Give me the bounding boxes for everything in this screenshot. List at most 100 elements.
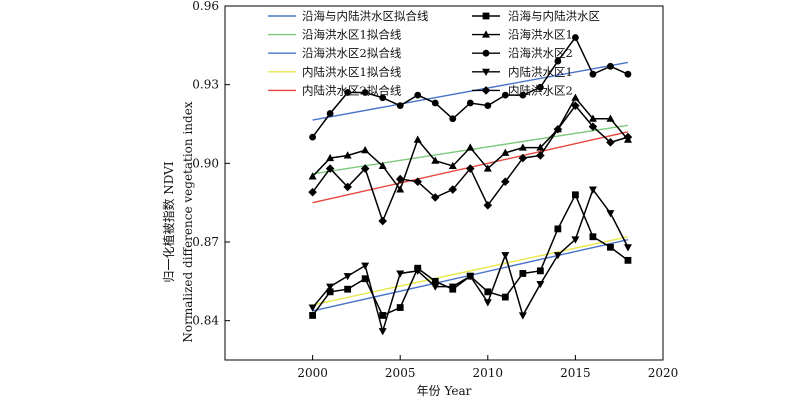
legend-series-label: 沿海洪水区2	[508, 46, 573, 60]
data-point	[624, 70, 632, 78]
data-point	[553, 124, 563, 134]
legend-series-marker	[482, 30, 490, 38]
data-point	[431, 99, 439, 107]
data-point	[571, 93, 580, 101]
data-point	[536, 143, 545, 151]
data-point	[396, 185, 405, 193]
data-point	[501, 148, 510, 156]
plot-area: 2000 2005 2010 2015 2020 0.84 0.87 0.90 0.93 0.96…	[192, 0, 678, 380]
series-line	[311, 104, 629, 224]
x-tick-label: 2005	[385, 366, 416, 380]
fit-line	[312, 236, 629, 306]
x-tick-label: 2010	[473, 366, 504, 380]
data-point	[501, 252, 510, 260]
data-point	[379, 94, 387, 102]
series-line	[311, 193, 629, 317]
data-point	[572, 34, 579, 41]
data-point	[396, 304, 404, 311]
data-point	[519, 270, 527, 277]
x-axis-label: 年份 Year	[417, 384, 472, 398]
x-tick-label: 2000	[297, 366, 328, 380]
data-point	[483, 200, 493, 210]
data-point	[607, 62, 614, 70]
data-point	[361, 262, 370, 270]
data-point	[378, 216, 387, 226]
legend-series-label: 沿海洪水区1	[508, 28, 573, 42]
data-point	[308, 172, 317, 180]
data-point	[536, 280, 545, 289]
data-point	[326, 288, 334, 296]
data-point	[623, 244, 632, 252]
data-point	[396, 102, 404, 110]
data-point	[395, 174, 405, 184]
data-point	[519, 91, 527, 99]
y-tick-label: 0.90	[192, 156, 219, 170]
data-point	[326, 153, 335, 162]
data-point	[343, 151, 352, 159]
data-point	[466, 143, 475, 151]
y-axis-label-cn: 归一化植被指数 NDVI	[161, 161, 176, 282]
data-point	[308, 187, 317, 197]
legend-fit-label: 沿海与内陆洪水区拟合线	[302, 9, 429, 23]
data-point	[607, 243, 614, 251]
y-tick-label: 0.87	[192, 235, 219, 249]
data-point	[623, 132, 633, 142]
data-point	[588, 122, 598, 131]
data-point	[484, 102, 492, 110]
x-tick-label: 2015	[560, 366, 591, 380]
y-axis-label-en: Normalized difference vegetation index	[181, 101, 195, 342]
data-point	[624, 256, 632, 264]
data-point	[344, 89, 352, 96]
y-tick-label: 0.96	[192, 0, 219, 13]
plot-frame	[224, 5, 664, 361]
data-point	[449, 115, 457, 123]
data-point	[413, 135, 422, 143]
data-point	[553, 252, 562, 260]
data-point	[431, 277, 439, 285]
data-point	[326, 283, 335, 291]
data-point	[360, 164, 370, 173]
data-point	[571, 236, 580, 244]
data-point	[572, 191, 579, 199]
data-point	[448, 283, 457, 291]
data-point	[308, 304, 317, 312]
data-point	[589, 70, 597, 78]
data-point	[606, 210, 615, 218]
data-point	[501, 293, 509, 301]
x-tick-label: 2020	[648, 366, 679, 380]
data-point	[343, 182, 352, 192]
data-point	[361, 146, 370, 154]
data-point	[554, 57, 562, 65]
data-point	[518, 143, 527, 151]
legend-series-label: 沿海与内陆洪水区	[508, 9, 600, 23]
legend-series-marker	[482, 49, 490, 57]
data-point	[430, 193, 440, 202]
data-point	[466, 99, 474, 107]
legend-series-marker	[481, 86, 491, 95]
legend-fit-label: 沿海洪水区1拟合线	[302, 28, 402, 42]
data-point	[588, 114, 597, 122]
data-point	[343, 273, 352, 281]
data-point	[396, 270, 405, 278]
data-point	[431, 156, 440, 164]
legend-fit-label: 内陆洪水区2拟合线	[302, 83, 402, 97]
legend-series-label: 内陆洪水区2	[508, 83, 573, 97]
data-point	[466, 273, 475, 281]
data-point	[326, 110, 334, 117]
data-point	[413, 177, 423, 186]
data-point	[325, 164, 335, 173]
data-point	[309, 312, 316, 319]
data-point	[378, 161, 387, 169]
fit-line	[312, 61, 629, 121]
data-point	[484, 288, 492, 296]
data-point	[501, 177, 510, 186]
data-point	[483, 299, 492, 307]
data-point	[501, 91, 509, 99]
data-point	[606, 114, 615, 122]
data-point	[536, 267, 544, 275]
y-tick-label: 0.84	[192, 314, 219, 328]
data-point	[518, 153, 528, 163]
data-point	[589, 233, 597, 241]
data-point	[465, 164, 475, 173]
data-point	[588, 186, 597, 194]
